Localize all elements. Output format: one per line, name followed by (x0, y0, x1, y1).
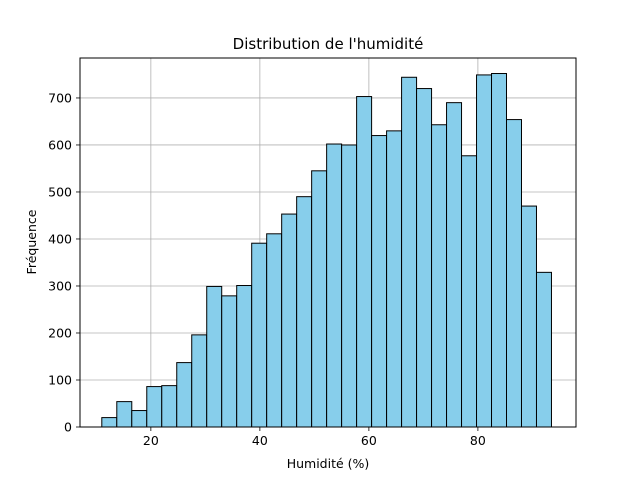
histogram-bar (476, 74, 493, 428)
chart-title: Distribution de l'humidité (233, 35, 424, 53)
histogram-bar (535, 271, 552, 428)
histogram-bar (341, 144, 358, 428)
y-tick-label: 200 (48, 325, 72, 340)
y-axis-label: Fréquence (24, 209, 39, 274)
histogram-bar (326, 143, 343, 428)
histogram-bar (161, 385, 178, 428)
x-tick-label: 40 (252, 433, 268, 448)
histogram-bar (401, 76, 418, 428)
histogram-bar (206, 285, 223, 428)
bars-layer (101, 73, 552, 428)
histogram-bar (520, 205, 537, 428)
y-tick-label: 100 (48, 372, 72, 387)
histogram-bar (446, 102, 463, 428)
x-tick-label: 20 (143, 433, 159, 448)
histogram-bar (191, 334, 208, 428)
x-tick-label: 60 (361, 433, 377, 448)
x-axis-label: Humidité (%) (287, 456, 370, 471)
histogram-bar (461, 155, 478, 428)
ticks-layer: 20 40 60 80 0 100 200 300 400 500 600 700 (48, 90, 486, 448)
y-tick-label: 400 (48, 231, 72, 246)
y-tick-label: 600 (48, 137, 72, 152)
histogram-bar (491, 73, 508, 428)
histogram-bar (221, 295, 238, 428)
histogram-bar (251, 242, 268, 428)
histogram-bar (146, 386, 163, 428)
histogram-bar (236, 285, 253, 428)
histogram-bar (101, 417, 118, 428)
histogram-bar (296, 196, 313, 428)
histogram-bar (266, 233, 283, 428)
histogram-bar (356, 96, 373, 428)
y-tick-label: 700 (48, 90, 72, 105)
histogram-bar (416, 88, 433, 428)
y-tick-label: 0 (64, 420, 72, 435)
histogram-bar (431, 124, 448, 428)
histogram-bar (386, 130, 403, 428)
plot-frame (79, 57, 577, 428)
y-tick-label: 500 (48, 184, 72, 199)
x-tick-label: 80 (470, 433, 486, 448)
histogram-bar (281, 213, 298, 428)
histogram-bar (506, 119, 522, 428)
y-tick-label: 300 (48, 278, 72, 293)
histogram-bar (116, 401, 133, 428)
histogram-bar (131, 410, 148, 428)
histogram-bar (311, 170, 328, 428)
histogram-bar (176, 362, 193, 428)
histogram-bar (371, 135, 388, 428)
